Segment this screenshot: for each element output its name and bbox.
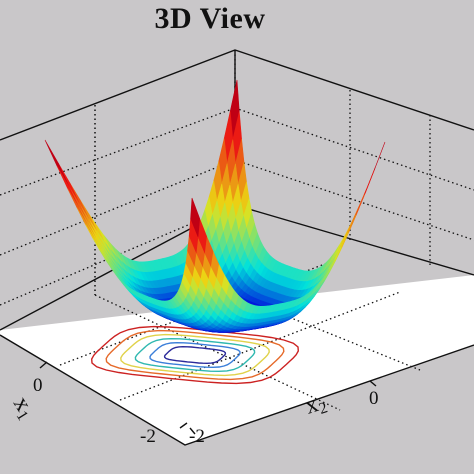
contour-line <box>134 337 256 373</box>
contour-line <box>90 325 300 385</box>
tick-mark <box>369 380 377 387</box>
grid-line <box>0 159 236 256</box>
contour-line <box>163 345 227 365</box>
grid-line <box>0 107 236 196</box>
x1-tick-0: 0 <box>33 375 43 396</box>
surface-patch <box>190 197 201 237</box>
x2-tick-0: 0 <box>369 388 379 409</box>
x2-tick-minus2: -2 <box>189 426 205 447</box>
grid-line <box>234 159 474 241</box>
floor-plane <box>0 275 474 445</box>
grid-line <box>119 291 401 401</box>
box-front-edge <box>0 334 474 446</box>
grid-line <box>94 294 341 411</box>
contour-line <box>149 341 241 369</box>
chart-title: 3D View <box>154 2 266 35</box>
tick-mark <box>189 427 196 435</box>
contour-line <box>120 333 270 377</box>
contour-line <box>105 329 285 381</box>
x1-tick-minus2: -2 <box>140 426 156 447</box>
tick-mark <box>39 361 48 369</box>
tick-mark <box>179 422 188 429</box>
grid-line <box>234 107 474 191</box>
